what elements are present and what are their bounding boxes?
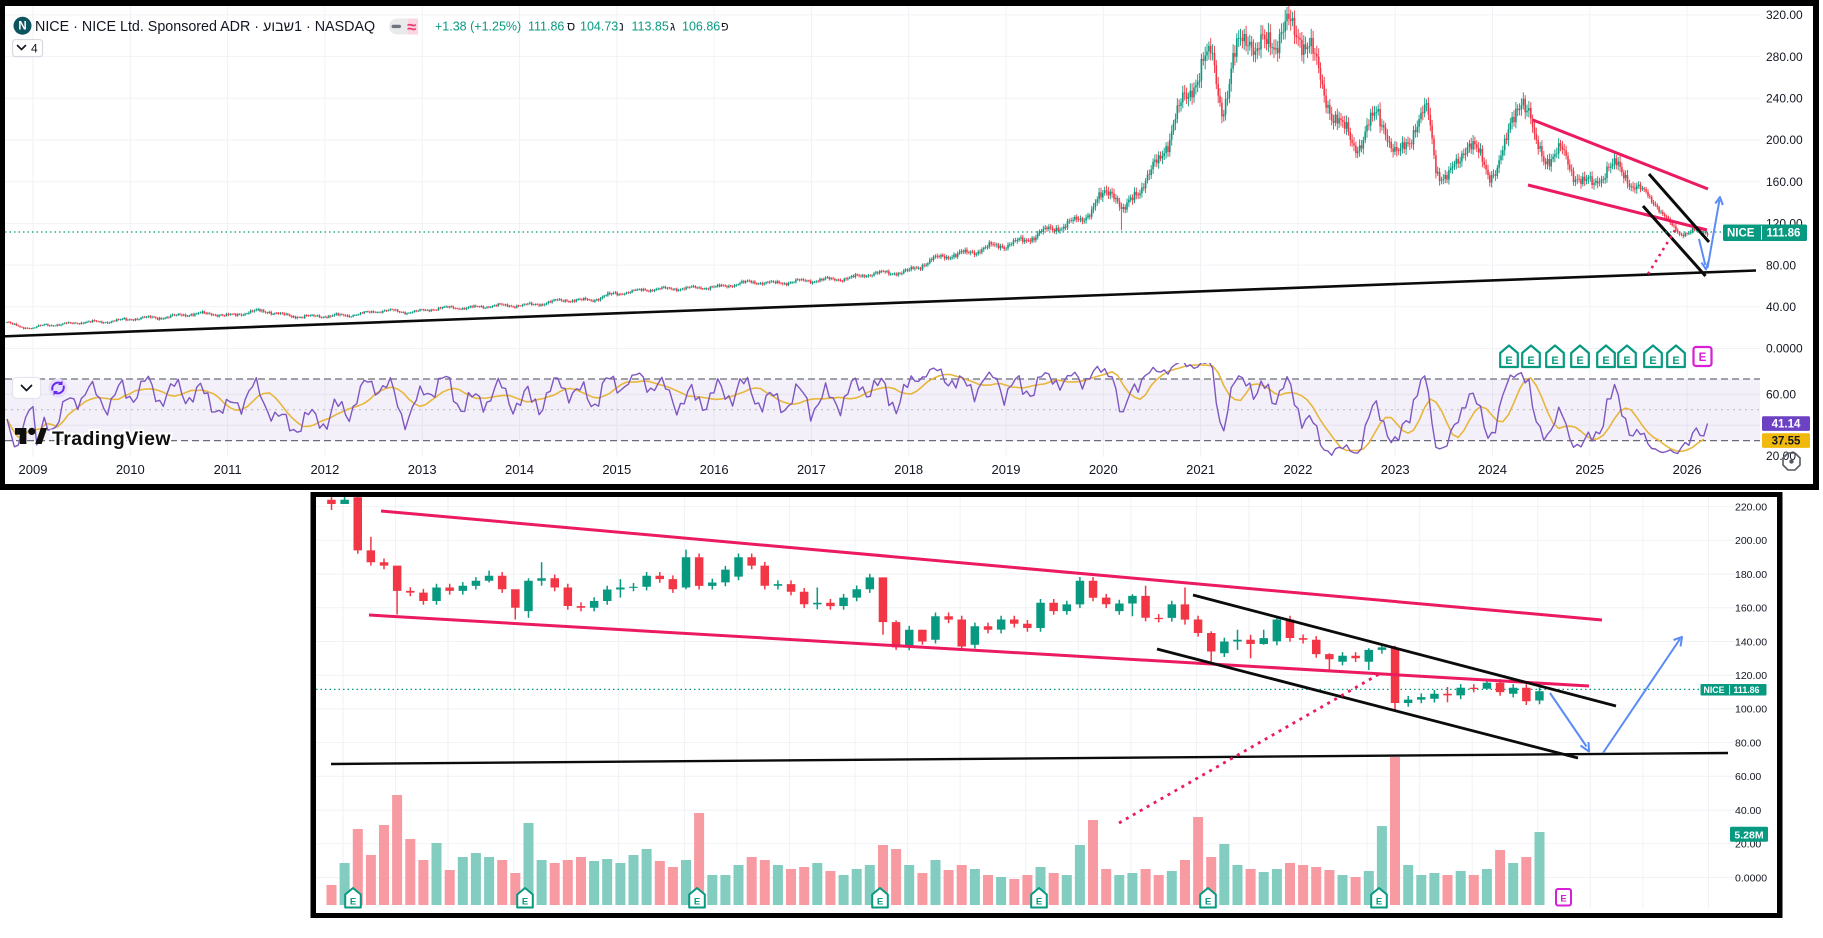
svg-text:2010: 2010 [116, 462, 145, 477]
svg-text:320.00: 320.00 [1766, 8, 1803, 22]
svg-text:E: E [1505, 355, 1512, 367]
svg-text:140.00: 140.00 [1735, 636, 1767, 648]
svg-text:2011: 2011 [214, 462, 242, 477]
svg-text:2024: 2024 [1478, 462, 1507, 477]
svg-text:111.86: 111.86 [528, 20, 564, 34]
svg-text:180.00: 180.00 [1735, 569, 1767, 581]
svg-text:37.55: 37.55 [1772, 435, 1801, 447]
svg-text:2009: 2009 [19, 462, 48, 477]
svg-text:4: 4 [31, 42, 38, 56]
svg-text:E: E [522, 896, 528, 907]
svg-text:2017: 2017 [797, 462, 826, 477]
svg-text:111.86: 111.86 [1767, 228, 1801, 240]
svg-text:ג: ג [670, 20, 675, 34]
svg-text:≈: ≈ [407, 18, 416, 36]
svg-text:E: E [1551, 355, 1558, 367]
svg-text:220.00: 220.00 [1735, 501, 1767, 513]
svg-text:NICE: NICE [1704, 685, 1725, 695]
svg-text:2015: 2015 [602, 462, 631, 477]
svg-text:0.0000: 0.0000 [1766, 342, 1803, 356]
svg-text:120.00: 120.00 [1735, 670, 1767, 682]
svg-text:E: E [1376, 896, 1382, 907]
svg-text:נ: נ [619, 20, 624, 34]
svg-text:ס: ס [567, 20, 575, 34]
svg-text:2021: 2021 [1186, 462, 1215, 477]
svg-text:E: E [1699, 352, 1707, 364]
svg-text:240.00: 240.00 [1766, 92, 1803, 106]
svg-text:+1.38 (+1.25%): +1.38 (+1.25%) [435, 20, 521, 34]
svg-text:160.00: 160.00 [1735, 603, 1767, 615]
svg-text:E: E [877, 896, 883, 907]
svg-text:40.00: 40.00 [1735, 805, 1761, 817]
svg-text:60.00: 60.00 [1766, 387, 1796, 401]
svg-text:E: E [1576, 355, 1583, 367]
svg-text:113.85: 113.85 [632, 20, 669, 34]
svg-text:0.0000: 0.0000 [1735, 872, 1767, 884]
svg-text:NICE · NICE Ltd. Sponsored ADR: NICE · NICE Ltd. Sponsored ADR · שבוע‎1 … [35, 19, 375, 35]
svg-text:80.00: 80.00 [1766, 258, 1796, 272]
svg-text:40.00: 40.00 [1766, 300, 1796, 314]
svg-text:200.00: 200.00 [1766, 133, 1803, 147]
svg-text:E: E [1602, 355, 1609, 367]
svg-text:104.73: 104.73 [580, 20, 618, 34]
svg-text:NICE: NICE [1727, 228, 1755, 240]
svg-text:E: E [1649, 355, 1656, 367]
svg-text:TradingView: TradingView [52, 428, 171, 450]
svg-text:2026: 2026 [1673, 462, 1702, 477]
svg-text:2013: 2013 [408, 462, 437, 477]
svg-text:N: N [18, 21, 26, 33]
svg-text:160.00: 160.00 [1766, 175, 1803, 189]
svg-text:E: E [350, 896, 356, 907]
svg-text:2025: 2025 [1575, 462, 1604, 477]
svg-text:E: E [1560, 894, 1566, 905]
svg-text:2019: 2019 [992, 462, 1021, 477]
svg-text:280.00: 280.00 [1766, 50, 1803, 64]
svg-text:60.00: 60.00 [1735, 771, 1761, 783]
svg-text:2014: 2014 [505, 462, 534, 477]
svg-text:2023: 2023 [1381, 462, 1410, 477]
svg-text:80.00: 80.00 [1735, 737, 1761, 749]
svg-text:100.00: 100.00 [1735, 704, 1767, 716]
svg-text:E: E [1623, 355, 1630, 367]
svg-text:E: E [1527, 355, 1534, 367]
svg-text:5.28M: 5.28M [1734, 829, 1763, 841]
svg-text:2016: 2016 [700, 462, 729, 477]
svg-text:2020: 2020 [1089, 462, 1118, 477]
svg-text:2018: 2018 [894, 462, 923, 477]
svg-text:2022: 2022 [1283, 462, 1312, 477]
svg-text:E: E [1672, 355, 1679, 367]
svg-text:111.86: 111.86 [1734, 685, 1760, 695]
svg-text:106.86: 106.86 [682, 20, 720, 34]
svg-text:200.00: 200.00 [1735, 535, 1767, 547]
svg-text:E: E [1205, 896, 1211, 907]
svg-text:E: E [694, 896, 700, 907]
svg-text:41.14: 41.14 [1772, 418, 1801, 430]
svg-text:E: E [1036, 896, 1042, 907]
svg-text:פ: פ [721, 20, 729, 34]
svg-text:2012: 2012 [310, 462, 339, 477]
